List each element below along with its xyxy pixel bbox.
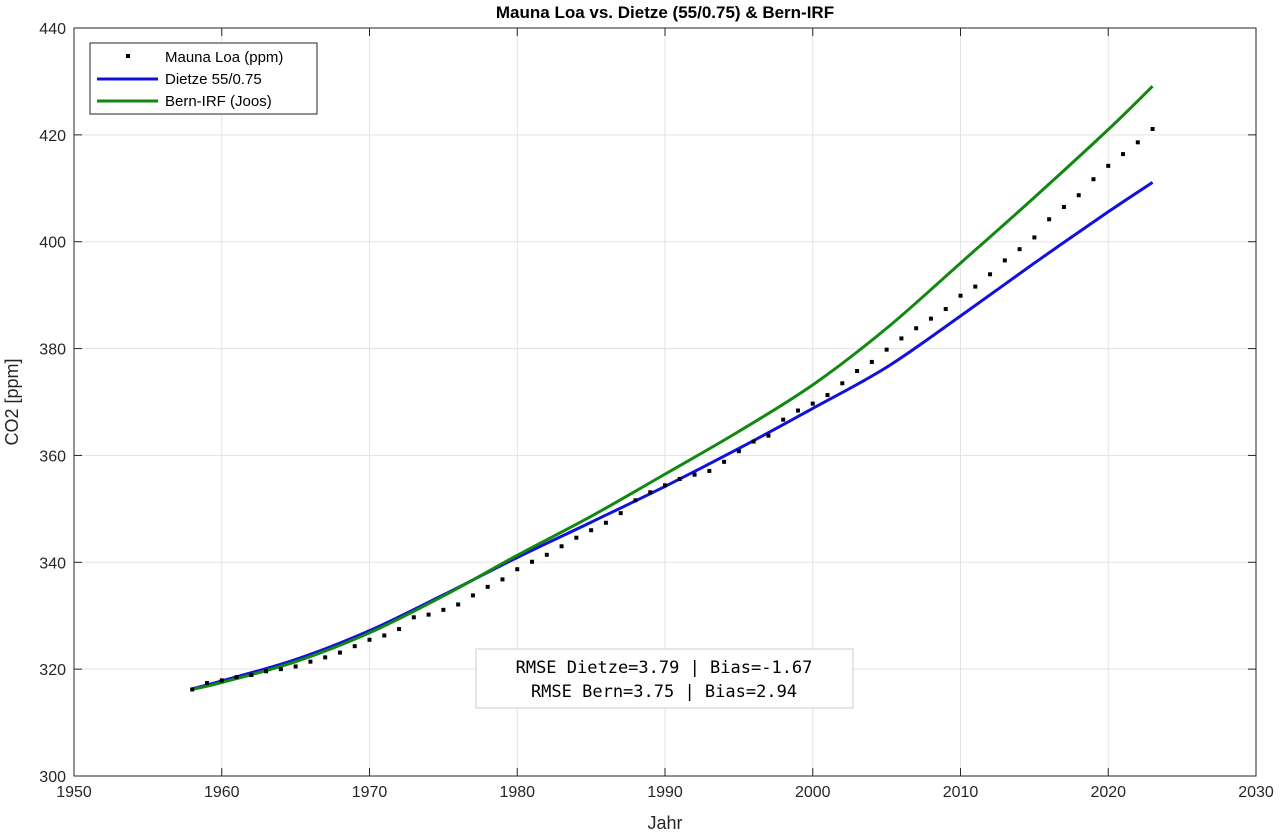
x-tick-label: 1960 xyxy=(204,784,240,801)
chart-title: Mauna Loa vs. Dietze (55/0.75) & Bern-IR… xyxy=(496,3,834,22)
mauna-loa-point xyxy=(589,528,594,533)
mauna-loa-point xyxy=(1047,217,1052,222)
mauna-loa-point xyxy=(411,615,416,620)
mauna-loa-point xyxy=(988,272,993,277)
mauna-loa-point xyxy=(692,472,697,477)
mauna-loa-point xyxy=(293,664,298,669)
x-axis-label: Jahr xyxy=(647,813,682,833)
x-tick-label: 2020 xyxy=(1090,784,1126,801)
mauna-loa-point xyxy=(323,655,328,660)
mauna-loa-point xyxy=(677,476,682,481)
mauna-loa-point xyxy=(766,433,771,438)
y-tick-label: 300 xyxy=(39,769,66,786)
mauna-loa-point xyxy=(1002,258,1007,263)
rmse-annotation: RMSE Dietze=3.79 | Bias=-1.67 RMSE Bern=… xyxy=(475,648,854,709)
series-line-bern xyxy=(191,85,1154,691)
mauna-loa-point xyxy=(603,520,608,525)
mauna-loa-point xyxy=(456,602,461,607)
x-tick-label: 1980 xyxy=(499,784,535,801)
mauna-loa-point xyxy=(751,439,756,444)
mauna-loa-point xyxy=(500,577,505,582)
legend-label-bern: Bern-IRF (Joos) xyxy=(165,93,272,110)
mauna-loa-point xyxy=(1076,193,1081,198)
x-tick-label: 2030 xyxy=(1238,784,1274,801)
mauna-loa-point xyxy=(1121,152,1126,157)
mauna-loa-point xyxy=(884,347,889,352)
mauna-loa-point xyxy=(781,417,786,422)
mauna-loa-point xyxy=(633,498,638,503)
mauna-loa-point xyxy=(722,459,727,464)
mauna-loa-point xyxy=(485,584,490,589)
mauna-loa-point xyxy=(1135,140,1140,145)
annotation-line-bern: RMSE Bern=3.75 | Bias=2.94 xyxy=(531,682,797,702)
x-tick-label: 1970 xyxy=(352,784,388,801)
mauna-loa-point xyxy=(707,468,712,473)
y-tick-label: 420 xyxy=(39,128,66,145)
mauna-loa-point xyxy=(899,336,904,341)
mauna-loa-point xyxy=(470,593,475,598)
y-tick-label: 380 xyxy=(39,342,66,359)
y-tick-label: 340 xyxy=(39,555,66,572)
mauna-loa-point xyxy=(663,483,667,488)
legend-marker-mauna-loa xyxy=(126,54,130,58)
y-tick-label: 320 xyxy=(39,662,66,679)
mauna-loa-point xyxy=(219,678,224,683)
mauna-loa-point xyxy=(914,326,919,331)
mauna-loa-point xyxy=(943,307,948,312)
mauna-loa-point xyxy=(382,633,387,638)
mauna-loa-point xyxy=(840,381,845,386)
legend-label-dietze: Dietze 55/0.75 xyxy=(165,71,262,88)
mauna-loa-point xyxy=(825,393,830,398)
mauna-loa-point xyxy=(397,627,402,632)
mauna-loa-point xyxy=(973,284,978,289)
mauna-loa-point xyxy=(736,449,741,454)
x-tick-label: 1950 xyxy=(56,784,92,801)
mauna-loa-point xyxy=(441,607,446,612)
mauna-loa-point xyxy=(795,408,800,413)
mauna-loa-point xyxy=(1150,126,1155,131)
legend: Mauna Loa (ppm) Dietze 55/0.75 Bern-IRF … xyxy=(89,42,318,115)
mauna-loa-point xyxy=(190,687,195,692)
y-tick-label: 400 xyxy=(39,235,66,252)
mauna-loa-point xyxy=(574,535,579,540)
legend-label-mauna-loa: Mauna Loa (ppm) xyxy=(165,49,283,66)
y-axis-label: CO2 [ppm] xyxy=(2,358,22,445)
mauna-loa-point xyxy=(958,293,963,298)
mauna-loa-point xyxy=(367,637,372,642)
y-tick-label: 440 xyxy=(39,21,66,38)
mauna-loa-point xyxy=(249,673,254,678)
series-layer xyxy=(190,85,1155,692)
annotation-box xyxy=(475,648,854,709)
ticks: 1950 1960 1970 1980 1990 2000 2010 2020 2030 300 3… xyxy=(39,21,1274,801)
mauna-loa-point xyxy=(530,559,535,564)
mauna-loa-point xyxy=(308,659,313,664)
mauna-loa-point xyxy=(544,552,549,557)
mauna-loa-point xyxy=(1061,204,1066,209)
x-tick-label: 1990 xyxy=(647,784,683,801)
mauna-loa-point xyxy=(204,681,209,686)
annotation-line-dietze: RMSE Dietze=3.79 | Bias=-1.67 xyxy=(516,658,813,678)
mauna-loa-point xyxy=(1091,177,1096,182)
mauna-loa-point xyxy=(515,567,520,572)
x-tick-label: 2000 xyxy=(795,784,831,801)
x-tick-label: 2010 xyxy=(943,784,979,801)
mauna-loa-point xyxy=(264,669,269,674)
mauna-loa-point xyxy=(337,650,342,655)
mauna-loa-point xyxy=(426,612,431,617)
mauna-loa-point xyxy=(278,667,283,672)
mauna-loa-point xyxy=(1106,163,1111,168)
mauna-loa-point xyxy=(352,644,357,649)
mauna-loa-point xyxy=(855,369,860,374)
mauna-loa-point xyxy=(648,490,653,495)
mauna-loa-point xyxy=(618,511,623,516)
mauna-loa-point xyxy=(1017,247,1022,252)
mauna-loa-point xyxy=(810,401,815,406)
y-tick-label: 360 xyxy=(39,448,66,465)
mauna-loa-point xyxy=(928,316,933,321)
mauna-loa-point xyxy=(869,359,874,364)
mauna-loa-point xyxy=(559,544,564,549)
mauna-loa-point xyxy=(234,675,239,680)
mauna-loa-point xyxy=(1032,235,1037,240)
